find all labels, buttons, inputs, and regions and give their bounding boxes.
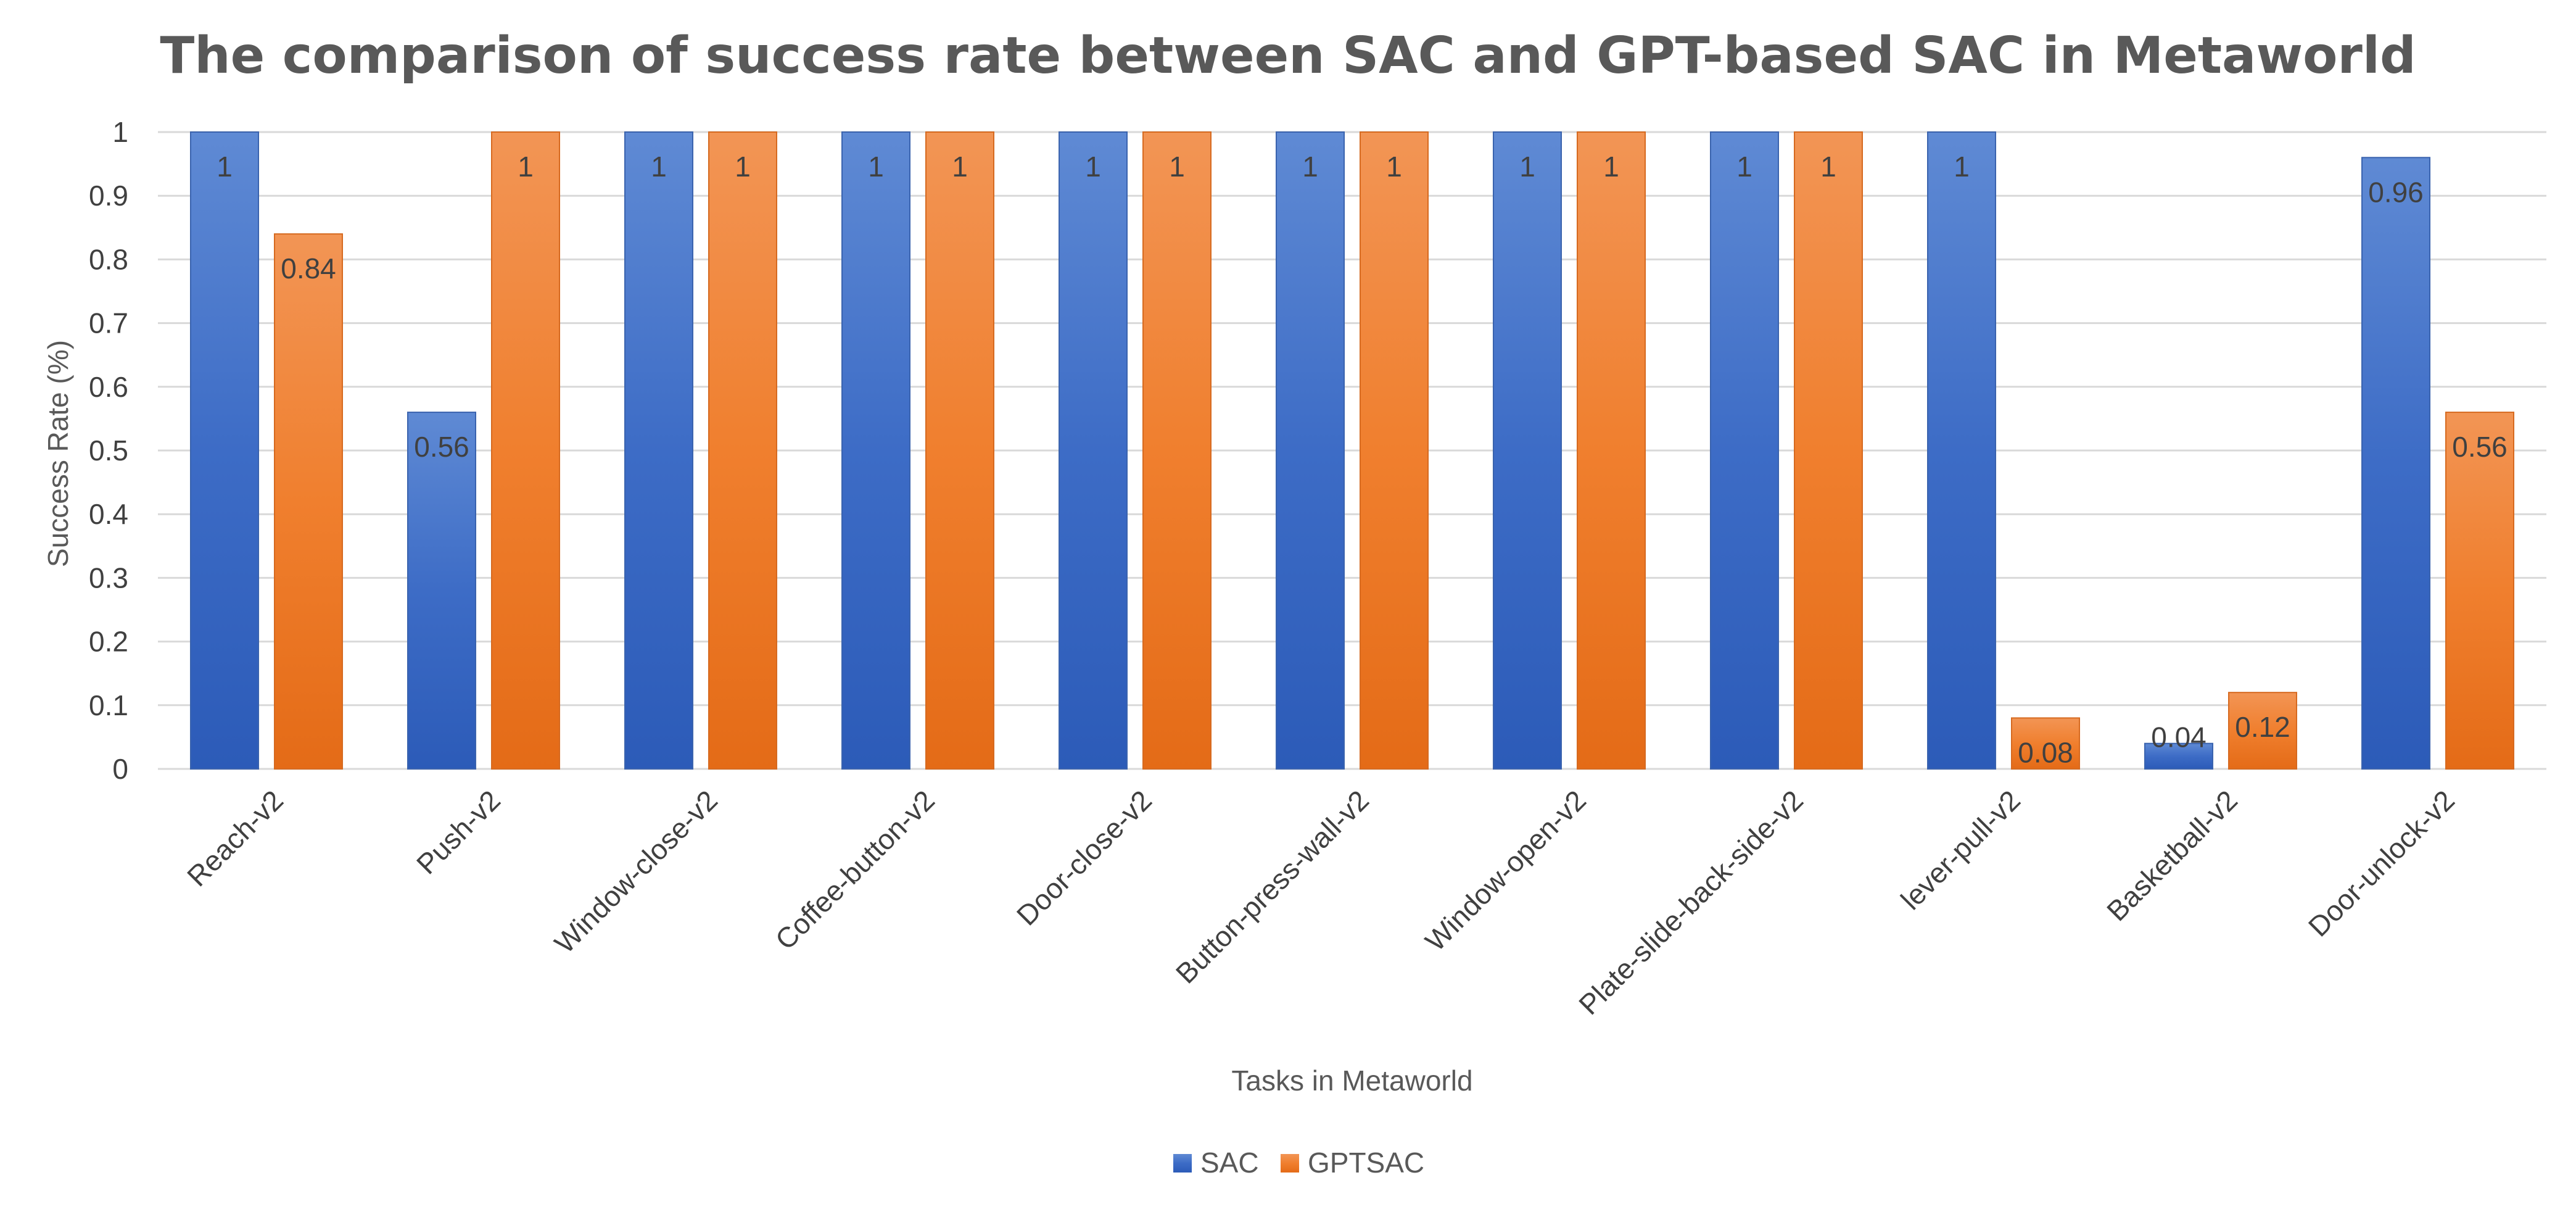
x-tick-label: Window-close-v2 xyxy=(548,784,724,959)
bar-gptsac-lever-pull-v2 xyxy=(2011,717,2080,770)
data-label: 1 xyxy=(1603,151,1619,183)
bar-sac-lever-pull-v2 xyxy=(1927,131,1996,770)
y-tick-label: 0.5 xyxy=(89,434,128,467)
data-label: 0.04 xyxy=(2151,721,2207,753)
x-tick-label: Window-open-v2 xyxy=(1419,784,1592,957)
bar-gptsac-window-close-v2 xyxy=(708,131,777,770)
legend-label-gptsac: GPTSAC xyxy=(1308,1147,1424,1179)
data-label: 1 xyxy=(1954,151,1970,183)
data-label: 1 xyxy=(868,151,884,183)
bar-sac-window-open-v2 xyxy=(1493,131,1562,770)
bar-sac-button-press-wall-v2 xyxy=(1276,131,1345,770)
y-axis-title: Success Rate (%) xyxy=(42,340,74,567)
bar-sac-coffee-button-v2 xyxy=(841,131,910,770)
bar-sac-door-close-v2 xyxy=(1059,131,1128,770)
y-tick-label: 1 xyxy=(112,116,128,148)
y-tick-label: 0.6 xyxy=(89,371,128,403)
legend-swatch-sac xyxy=(1173,1154,1192,1173)
bar-gptsac-door-unlock-v2 xyxy=(2445,412,2514,770)
y-tick-label: 0.9 xyxy=(89,180,128,212)
y-tick-label: 0.3 xyxy=(89,562,128,594)
bar-gptsac-coffee-button-v2 xyxy=(925,131,994,770)
data-label: 1 xyxy=(651,151,667,183)
bar-sac-basketball-v2 xyxy=(2144,742,2213,770)
bar-sac-plate-slide-back-side-v2 xyxy=(1710,131,1779,770)
y-tick-label: 0.4 xyxy=(89,498,128,530)
y-tick-label: 0.7 xyxy=(89,307,128,339)
y-tick-label: 0 xyxy=(112,753,128,785)
bar-gptsac-door-close-v2 xyxy=(1142,131,1212,770)
bar-gptsac-push-v2 xyxy=(491,131,560,770)
chart-title: The comparison of success rate between S… xyxy=(160,27,2416,85)
x-tick-label: Door-unlock-v2 xyxy=(2302,784,2461,942)
data-label: 1 xyxy=(1736,151,1752,183)
bar-gptsac-reach-v2 xyxy=(274,233,343,770)
data-label: 0.84 xyxy=(281,252,336,284)
y-tick-label: 0.1 xyxy=(89,689,128,721)
x-tick-label: Plate-slide-back-side-v2 xyxy=(1572,784,1809,1021)
bar-gptsac-button-press-wall-v2 xyxy=(1360,131,1429,770)
y-axis-ticks: 0 0.1 0.2 0.3 0.4 0.5 0.6 0.7 0.8 0.9 1 xyxy=(89,116,128,785)
legend-label-sac: SAC xyxy=(1200,1147,1259,1179)
data-label: 0.56 xyxy=(2452,431,2508,463)
bars xyxy=(190,131,2514,770)
data-label: 0.56 xyxy=(414,431,469,463)
x-tick-label: Basketball-v2 xyxy=(2100,784,2244,927)
legend: SAC GPTSAC xyxy=(1173,1147,1424,1179)
data-labels: 1 0.84 0.56 1 1 1 1 1 1 1 1 1 1 1 1 1 1 0.08 0.04 0.12 0.96 0… xyxy=(217,151,2508,768)
x-tick-label: Reach-v2 xyxy=(181,784,289,892)
bar-gptsac-basketball-v2 xyxy=(2228,692,2297,770)
x-tick-label: Push-v2 xyxy=(410,784,506,880)
x-tick-label: Button-press-wall-v2 xyxy=(1170,784,1375,989)
x-axis-ticks: Reach-v2 Push-v2 Window-close-v2 Coffee-but… xyxy=(181,784,2461,1021)
data-label: 1 xyxy=(952,151,968,183)
data-label: 0.96 xyxy=(2368,176,2424,208)
data-label: 1 xyxy=(735,151,751,183)
data-label: 1 xyxy=(1085,151,1101,183)
x-tick-label: lever-pull-v2 xyxy=(1894,784,2026,916)
data-label: 1 xyxy=(217,151,233,183)
data-label: 1 xyxy=(1820,151,1836,183)
x-tick-label: Coffee-button-v2 xyxy=(769,784,941,955)
data-label: 1 xyxy=(1519,151,1535,183)
data-label: 1 xyxy=(518,151,534,183)
x-axis-title: Tasks in Metaworld xyxy=(1231,1065,1472,1097)
bar-sac-door-unlock-v2 xyxy=(2361,157,2430,770)
x-tick-label: Door-close-v2 xyxy=(1010,784,1158,931)
bar-sac-window-close-v2 xyxy=(624,131,693,770)
data-label: 1 xyxy=(1386,151,1402,183)
y-tick-label: 0.2 xyxy=(89,626,128,658)
bar-gptsac-plate-slide-back-side-v2 xyxy=(1794,131,1863,770)
data-label: 0.12 xyxy=(2235,711,2290,743)
bar-sac-push-v2 xyxy=(407,412,476,770)
bar-gptsac-window-open-v2 xyxy=(1577,131,1646,770)
legend-swatch-gptsac xyxy=(1281,1154,1299,1173)
bar-sac-reach-v2 xyxy=(190,131,259,770)
data-label: 0.08 xyxy=(2018,736,2073,768)
data-label: 1 xyxy=(1169,151,1185,183)
y-tick-label: 0.8 xyxy=(89,243,128,275)
data-label: 1 xyxy=(1302,151,1318,183)
